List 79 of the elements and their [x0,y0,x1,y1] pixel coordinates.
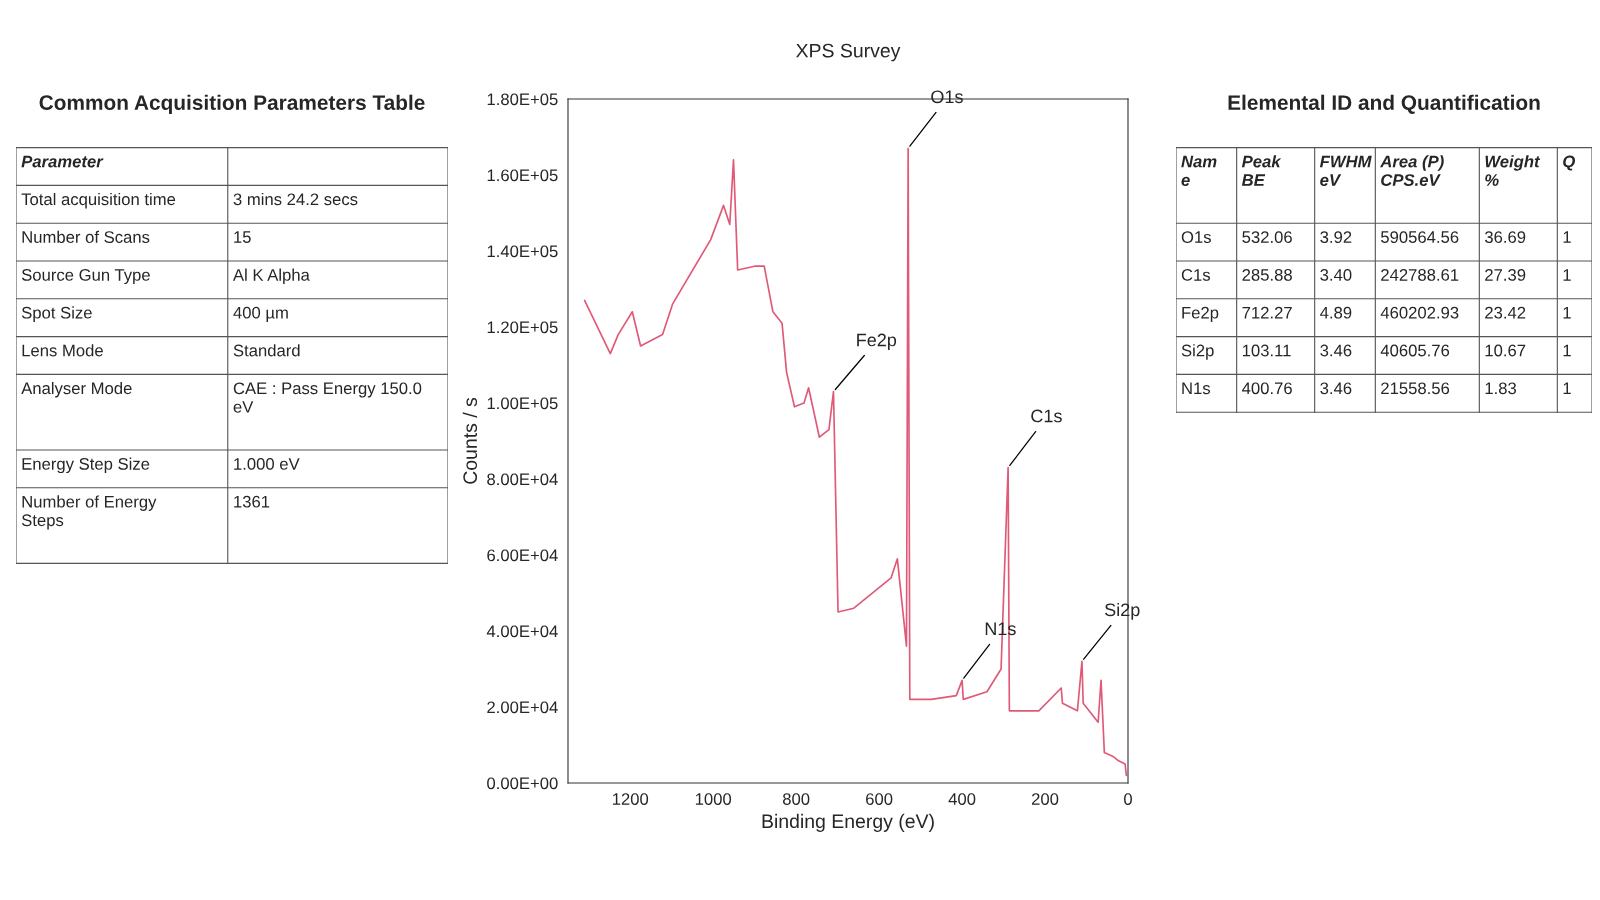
text: 23.42 [1485,306,1526,319]
x-tick-label: 800 [782,793,810,805]
y-tick-label: 1.20E+05 [487,321,558,334]
text: 400 µm [233,306,288,322]
text: 712.27 [1242,306,1292,319]
y-tick-label: 1.00E+05 [487,397,558,410]
text: Fe2p [1182,306,1219,322]
text: Common Acquisition Parameters Table [39,94,425,115]
text: 3.46 [1320,382,1352,395]
text: 1 [1563,306,1571,319]
text: 40605.76 [1380,344,1450,357]
annotation: O1s [931,90,963,104]
text: 460202.93 [1380,306,1459,319]
text: 36.69 [1484,231,1526,243]
text: Al K Alpha [232,268,310,285]
x-tick-label: 400 [948,793,976,805]
text: 285.88 [1242,269,1292,281]
y-tick-label: 4.00E+04 [486,625,558,638]
text: Elemental ID and Quantification [1228,94,1540,114]
y-tick-label: 6.00E+04 [487,549,558,562]
x-axis-title: Binding Energy (eV) [762,813,934,832]
y-tick-label: 0.00E+00 [487,777,558,790]
text: Energy Step Size [22,457,150,474]
text: Number of Energy Steps [21,495,157,530]
text: 21558.56 [1381,382,1450,395]
text: 1 [1563,344,1571,357]
y-tick-label: 8.00E+04 [487,473,558,486]
y-axis-title: Counts / s [462,397,478,484]
category-label: Q [1563,155,1576,171]
text: Total acquisition time [21,192,176,209]
text: 3 mins 24.2 secs [233,192,358,206]
x-tick-label: 200 [1031,793,1059,805]
y-tick-label: 1.60E+05 [487,169,558,182]
category-label: FWHM eV [1319,155,1372,186]
text: 4.89 [1320,306,1352,319]
text: 1361 [234,495,270,508]
text: CAE : Pass Energy 150.0 eV [233,382,422,413]
text: 1 [1563,231,1571,243]
text: 532.06 [1242,231,1292,243]
category-label: Nam e [1181,155,1217,186]
text: 400.76 [1242,382,1292,395]
text: 10.67 [1485,344,1526,357]
text: Analyser Mode [21,381,132,398]
text: 1.000 eV [234,458,300,470]
category-label: Peak BE [1241,155,1282,186]
text: 3.46 [1320,344,1352,357]
text: Standard [233,344,300,357]
chart-title: XPS Survey [796,43,901,62]
text: Number of Scans [22,230,150,243]
text: C1s [1181,269,1211,281]
x-tick-label: 0 [1124,793,1132,805]
text: 103.11 [1242,344,1291,357]
y-tick-label: 1.40E+05 [487,245,558,258]
text: 3.92 [1320,231,1352,243]
text: Source Gun Type [21,269,150,285]
annotation: Si2p [1105,602,1140,620]
text: 1 [1563,269,1571,281]
text: N1s [1182,382,1211,395]
text: Lens Mode [22,344,103,357]
category-label: Parameter [21,155,104,168]
annotation: Fe2p [857,333,897,350]
text: 3.40 [1320,269,1352,281]
text: 15 [234,231,251,243]
y-tick-label: 1.80E+05 [487,93,558,106]
text: 27.39 [1485,269,1526,281]
text: 1.83 [1485,382,1517,395]
x-tick-label: 1200 [612,793,649,805]
annotation: C1s [1031,409,1062,423]
text: Spot Size [21,306,92,322]
x-tick-label: 600 [866,793,893,805]
text: 590564.56 [1380,231,1459,243]
text: 242788.61 [1381,269,1459,281]
y-tick-label: 2.00E+04 [487,701,558,714]
category-label: Area (P) CPS.eV [1379,155,1444,186]
x-tick-label: 1000 [695,793,732,805]
category-label: Weight % [1485,155,1541,186]
text: O1s [1181,231,1211,243]
text: 1 [1563,382,1571,395]
text: Si2p [1181,344,1214,360]
